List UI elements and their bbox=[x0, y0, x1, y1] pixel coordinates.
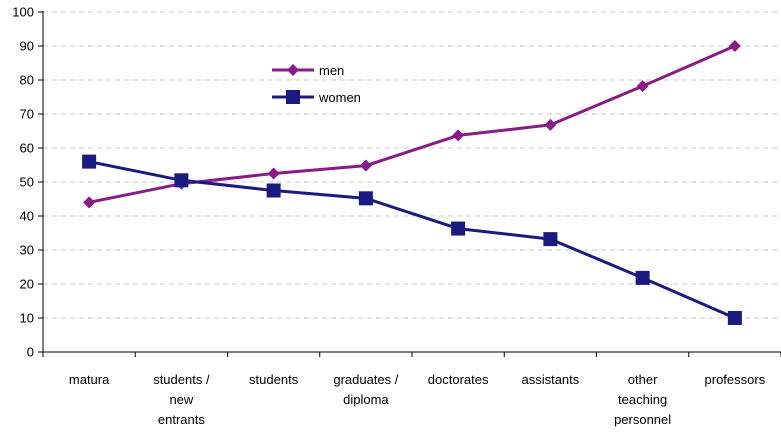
data-point-men bbox=[544, 118, 557, 131]
legend-marker bbox=[286, 90, 300, 104]
legend: men women bbox=[272, 63, 361, 105]
y-tick-label: 40 bbox=[20, 209, 34, 224]
data-point-men bbox=[359, 159, 372, 172]
x-tick-label: professors bbox=[705, 372, 766, 387]
data-point-men bbox=[452, 129, 465, 142]
y-tick-label: 0 bbox=[27, 345, 34, 360]
x-tick-label: matura bbox=[69, 372, 110, 387]
series-line-women bbox=[88, 160, 736, 320]
data-point-women bbox=[266, 183, 281, 198]
data-point-women bbox=[451, 221, 466, 236]
y-tick-label: 90 bbox=[20, 39, 34, 54]
x-axis-ticks: matura students / new entrants students gradu… bbox=[42, 352, 781, 427]
data-point-women bbox=[82, 154, 97, 169]
legend-item-men: men bbox=[272, 63, 344, 78]
data-point-men bbox=[636, 80, 649, 93]
data-point-women bbox=[174, 173, 189, 188]
x-tick-label: assistants bbox=[521, 372, 579, 387]
y-tick-label: 10 bbox=[20, 311, 34, 326]
x-tick-label: other teaching personnel bbox=[614, 372, 671, 427]
legend-label: women bbox=[318, 90, 361, 105]
y-tick-label: 100 bbox=[12, 5, 34, 20]
data-point-men bbox=[267, 167, 280, 180]
gridlines bbox=[43, 11, 781, 319]
data-point-men bbox=[83, 196, 96, 209]
data-point-women bbox=[543, 232, 558, 247]
y-tick-label: 30 bbox=[20, 243, 34, 258]
y-axis-ticks: 0 10 20 30 40 50 60 70 80 90 100 bbox=[12, 5, 43, 360]
legend-label: men bbox=[319, 63, 344, 78]
y-tick-label: 50 bbox=[20, 175, 34, 190]
y-tick-label: 60 bbox=[20, 141, 34, 156]
y-tick-label: 70 bbox=[20, 107, 34, 122]
data-point-men bbox=[728, 40, 741, 52]
x-tick-label: doctorates bbox=[428, 372, 489, 387]
data-point-women bbox=[635, 270, 650, 285]
x-tick-label: students / new entrants bbox=[153, 372, 210, 427]
x-tick-label: graduates / diploma bbox=[333, 372, 398, 407]
series-women bbox=[82, 154, 742, 325]
x-tick-label: students bbox=[249, 372, 299, 387]
legend-item-women: women bbox=[272, 90, 361, 105]
series-layer bbox=[82, 40, 742, 325]
data-point-women bbox=[358, 191, 373, 206]
legend-marker bbox=[287, 64, 299, 76]
data-point-women bbox=[727, 311, 742, 325]
y-tick-label: 80 bbox=[20, 73, 34, 88]
y-tick-label: 20 bbox=[20, 277, 34, 292]
